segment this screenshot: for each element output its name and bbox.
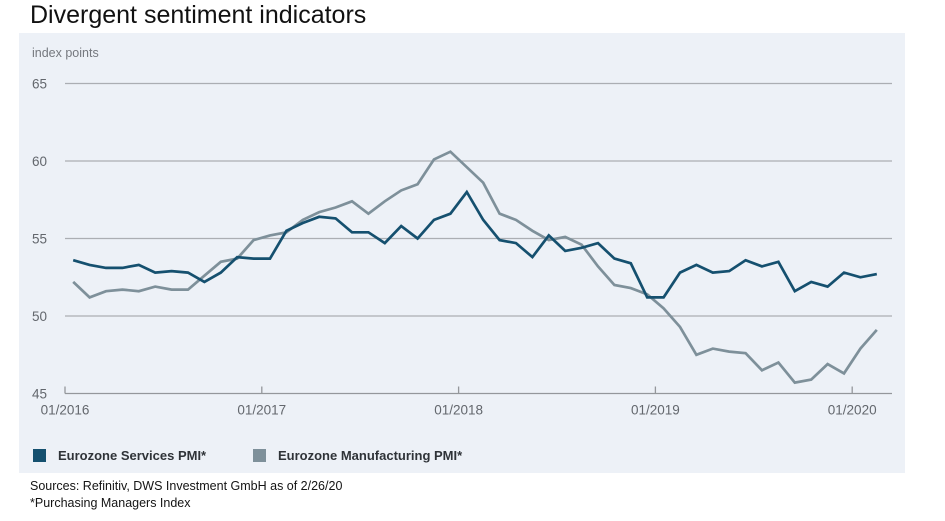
chart-title: Divergent sentiment indicators	[30, 1, 367, 29]
x-tick-label: 01/2019	[631, 403, 680, 418]
services-line	[72, 189, 878, 299]
footnotes: Sources: Refinitiv, DWS Investment GmbH …	[30, 478, 342, 512]
x-tick-label: 01/2018	[434, 403, 483, 418]
y-tick-label: 55	[32, 232, 47, 247]
services-legend-label: Eurozone Services PMI*	[58, 447, 207, 463]
y-tick-label: 45	[32, 387, 47, 402]
sources-line: Sources: Refinitiv, DWS Investment GmbH …	[30, 479, 343, 493]
x-tick-label: 01/2020	[828, 403, 877, 418]
manufacturing-legend-swatch	[253, 448, 266, 462]
x-tick-label: 01/2016	[41, 403, 90, 418]
y-axis-unit-label: index points	[32, 46, 99, 60]
x-tick-label: 01/2017	[237, 403, 286, 418]
services-legend-swatch	[33, 448, 46, 462]
y-tick-label: 65	[32, 77, 47, 92]
manufacturing-line	[72, 150, 878, 385]
footnote-line: *Purchasing Managers Index	[30, 496, 191, 510]
legend-item-services: Eurozone Services PMI*	[33, 447, 207, 463]
manufacturing-legend-label: Eurozone Manufacturing PMI*	[278, 447, 463, 463]
chart-panel: 65 60 55 50 45 01/2016 01/2017 01/2018 01/2019 01…	[19, 33, 905, 473]
legend-item-manufacturing: Eurozone Manufacturing PMI*	[253, 447, 463, 463]
y-tick-label: 60	[32, 154, 47, 169]
y-tick-label: 50	[32, 309, 47, 324]
